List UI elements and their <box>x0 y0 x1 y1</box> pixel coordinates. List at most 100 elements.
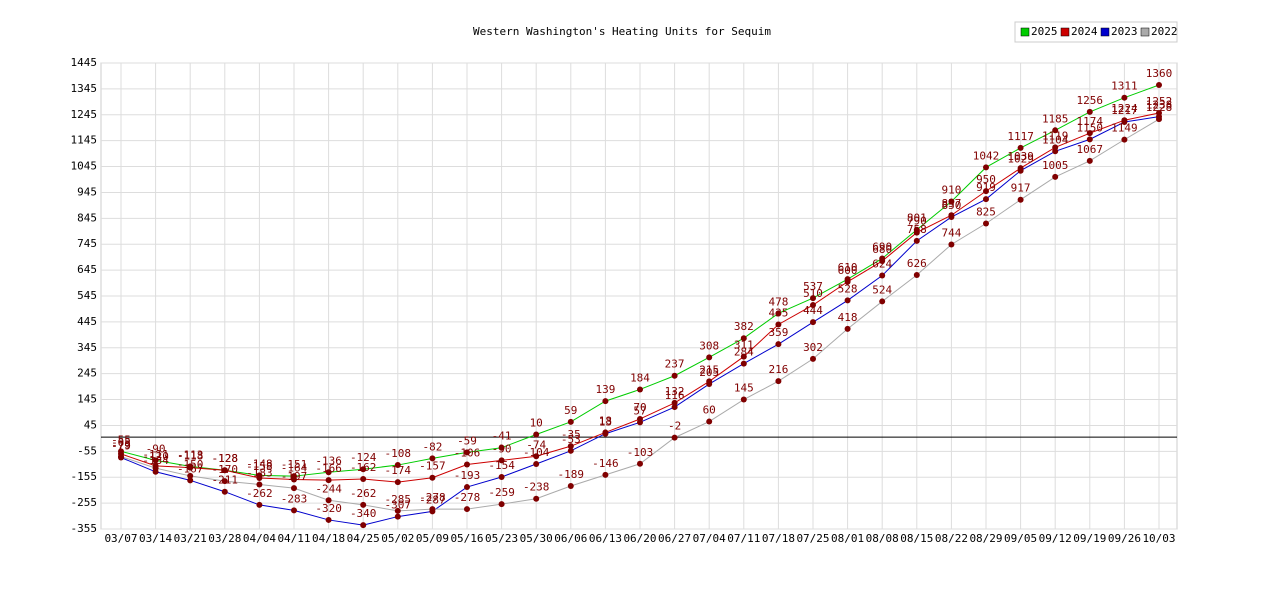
data-label: -146 <box>592 457 619 470</box>
data-point <box>1052 127 1059 134</box>
data-point <box>291 485 297 492</box>
data-point <box>983 188 989 195</box>
y-tick-label: -355 <box>71 522 98 535</box>
data-point <box>221 478 228 485</box>
data-label: -158 <box>246 460 273 473</box>
data-label: -154 <box>488 459 515 472</box>
data-label: -113 <box>177 448 204 461</box>
data-label: 626 <box>907 257 927 270</box>
data-label: -170 <box>212 463 239 476</box>
data-label: -162 <box>350 461 377 474</box>
data-point <box>810 295 816 302</box>
data-label: 478 <box>768 295 788 308</box>
data-label: -103 <box>627 446 654 459</box>
data-point <box>706 354 713 361</box>
x-tick-label: 06/06 <box>554 532 587 545</box>
data-point <box>360 466 367 473</box>
data-point <box>325 477 332 484</box>
x-tick-label: 07/25 <box>796 532 829 545</box>
data-point <box>637 419 643 426</box>
data-label: 311 <box>734 339 754 352</box>
data-label: 850 <box>941 199 961 212</box>
data-point <box>118 453 124 460</box>
data-label: 1067 <box>1077 143 1104 156</box>
x-tick-label: 09/12 <box>1039 532 1072 545</box>
data-point <box>844 297 851 304</box>
data-point <box>879 272 886 279</box>
data-point <box>221 488 228 495</box>
data-point <box>948 198 955 205</box>
data-label: 139 <box>595 383 615 396</box>
legend-swatch <box>1020 27 1030 37</box>
legend-label: 2023 <box>1111 25 1138 38</box>
x-tick-label: 09/19 <box>1073 532 1106 545</box>
data-point <box>706 381 713 388</box>
y-tick-label: 645 <box>77 263 97 276</box>
data-label: -287 <box>419 493 446 506</box>
data-point <box>325 497 332 504</box>
x-tick-label: 10/03 <box>1142 532 1175 545</box>
data-label: 624 <box>872 258 892 271</box>
data-label: 1149 <box>1111 122 1138 135</box>
y-tick-label: -255 <box>71 496 98 509</box>
data-label: -340 <box>350 507 377 520</box>
data-point <box>844 278 851 285</box>
data-point <box>913 237 920 244</box>
data-point <box>879 298 886 305</box>
data-point <box>740 360 747 367</box>
data-point <box>637 460 643 467</box>
data-point <box>498 501 505 508</box>
data-label: 790 <box>907 215 927 228</box>
data-label: 1005 <box>1042 159 1069 172</box>
x-tick-label: 03/14 <box>139 532 172 545</box>
data-point <box>637 386 643 393</box>
data-point <box>152 465 159 472</box>
y-tick-label: 245 <box>77 367 97 380</box>
x-tick-label: 04/11 <box>277 532 310 545</box>
y-tick-label: 745 <box>77 237 97 250</box>
data-point <box>913 229 920 236</box>
data-label: 690 <box>872 240 892 253</box>
data-label: -244 <box>315 482 342 495</box>
data-point <box>810 355 816 362</box>
data-point <box>775 378 782 385</box>
data-label: 758 <box>907 223 927 236</box>
data-label: -120 <box>142 450 169 463</box>
data-label: 435 <box>768 306 788 319</box>
data-label: -307 <box>385 499 412 512</box>
x-tick-label: 08/15 <box>900 532 933 545</box>
data-label: -262 <box>246 487 273 500</box>
data-point <box>567 483 574 490</box>
data-point <box>948 214 955 221</box>
data-label: -82 <box>422 440 442 453</box>
y-tick-label: 445 <box>77 315 97 328</box>
data-label: 215 <box>699 363 719 376</box>
data-point <box>1017 196 1024 203</box>
y-tick-label: 45 <box>84 418 97 431</box>
data-label: -174 <box>385 464 412 477</box>
data-point <box>394 462 401 469</box>
data-label: 1119 <box>1042 129 1069 142</box>
x-tick-label: 06/20 <box>623 532 656 545</box>
data-label: -41 <box>492 430 512 443</box>
data-label: -167 <box>177 462 204 475</box>
data-point <box>464 461 470 468</box>
data-label: -151 <box>281 458 308 471</box>
data-label: 60 <box>703 404 716 417</box>
data-label: -278 <box>454 491 481 504</box>
data-label: -79 <box>111 440 131 453</box>
data-label: -148 <box>246 457 273 470</box>
data-point <box>325 516 332 523</box>
data-point <box>256 501 263 508</box>
data-label: 680 <box>872 243 892 256</box>
data-label: 1185 <box>1042 112 1069 125</box>
data-point <box>775 310 782 317</box>
data-point <box>567 443 574 450</box>
data-label: 1224 <box>1111 102 1138 115</box>
data-point <box>1121 94 1128 101</box>
data-label: 537 <box>803 280 823 293</box>
data-label: -59 <box>457 434 477 447</box>
data-point <box>810 302 816 309</box>
data-point <box>429 474 436 481</box>
